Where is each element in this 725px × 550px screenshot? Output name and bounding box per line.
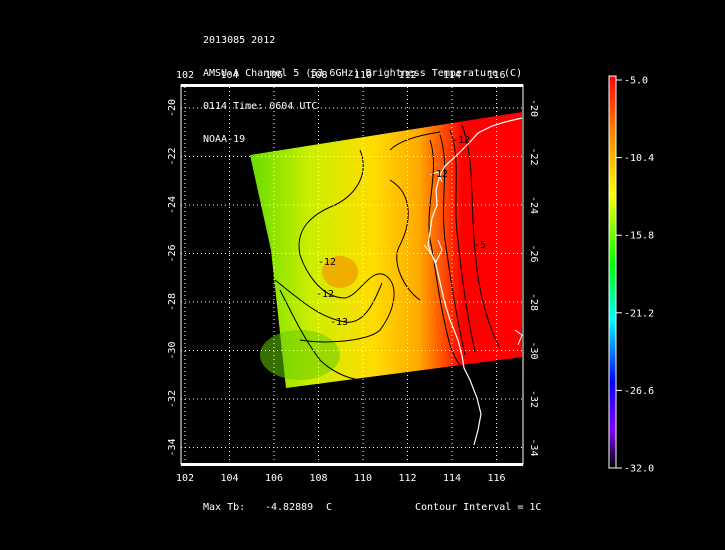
colorbar-label: -32.0	[624, 464, 654, 475]
x-tick-label-bottom: 104	[220, 473, 238, 484]
x-tick-label-bottom: 108	[309, 473, 327, 484]
x-tick-label-top: 104	[220, 70, 238, 81]
x-tick-label-top: 102	[176, 70, 194, 81]
y-tick-label-left: -24	[167, 196, 178, 214]
footer-max-label: Max Tb:	[203, 502, 246, 513]
contour-lines	[274, 124, 501, 381]
header-time: 0114 Time: 0604 UTC	[203, 101, 318, 112]
y-tick-label-left: -34	[167, 438, 178, 456]
warm-anomaly	[322, 256, 358, 288]
coastline	[427, 117, 523, 446]
colorbar-label: -15.8	[624, 231, 654, 242]
map-border-top	[181, 84, 523, 87]
y-tick-label-left: -28	[167, 293, 178, 311]
y-tick-label-left: -26	[167, 244, 178, 262]
graticule	[181, 87, 523, 463]
x-tick-label-top: 114	[443, 70, 461, 81]
x-tick-label-top: 106	[265, 70, 283, 81]
contour-label: -5	[474, 240, 486, 251]
y-tick-label-left: -20	[167, 99, 178, 117]
y-tick-label-right: -32	[528, 390, 539, 408]
contour-label: -13	[330, 317, 348, 328]
x-tick-label-top: 110	[354, 70, 372, 81]
coastline-inland	[423, 171, 523, 346]
colorbar-label: -26.6	[624, 386, 654, 397]
x-tick-label-bottom: 110	[354, 473, 372, 484]
x-tick-label-bottom: 116	[487, 473, 505, 484]
x-tick-label-bottom: 106	[265, 473, 283, 484]
x-tick-label-bottom: 114	[443, 473, 461, 484]
y-tick-label-right: -20	[528, 99, 539, 117]
footer-max-unit: C	[326, 502, 333, 513]
contour-labels: -12 -12 -12 -12 -13 -5	[316, 135, 486, 328]
contour-label: -12	[316, 289, 334, 300]
colorbar	[608, 75, 617, 469]
y-tick-label-right: -30	[528, 341, 539, 359]
x-tick-label-top: 108	[309, 70, 327, 81]
header-date: 2013085 2012	[203, 35, 276, 46]
colorbar-label: -10.4	[624, 153, 654, 164]
contour-label: -12	[318, 257, 336, 268]
y-tick-label-right: -24	[528, 196, 539, 214]
x-tick-label-bottom: 112	[398, 473, 416, 484]
y-tick-label-left: -22	[167, 147, 178, 165]
footer-max-value: -4.82889	[265, 502, 314, 513]
header-title: 2013085 2012 AMSU-A Channel 5 (53.6GHz) …	[203, 13, 522, 156]
cool-anomaly-south	[260, 330, 340, 380]
contour-label: -12	[430, 169, 448, 180]
colorbar-labels: -5.0 -10.4 -15.8 -21.2 -26.6 -32.0	[616, 76, 654, 475]
footer-contour-interval: Contour Interval = 1C	[415, 502, 542, 513]
map-border-bottom	[181, 463, 523, 466]
y-tick-label-left: -30	[167, 341, 178, 359]
y-tick-label-right: -22	[528, 147, 539, 165]
y-tick-label-left: -32	[167, 390, 178, 408]
x-tick-label-top: 116	[487, 70, 505, 81]
y-tick-label-right: -34	[528, 438, 539, 456]
contour-label: -12	[452, 135, 470, 146]
x-tick-label-top: 112	[398, 70, 416, 81]
y-tick-label-right: -28	[528, 293, 539, 311]
colorbar-label: -21.2	[624, 308, 654, 319]
colorbar-label: -5.0	[624, 76, 648, 87]
tick-labels: 102 102 104 104 106 106 108 108 110 110 112 112 114 1…	[167, 70, 539, 484]
y-tick-label-right: -26	[528, 244, 539, 262]
header-product: AMSU-A Channel 5 (53.6GHz) Brightness Te…	[203, 68, 523, 79]
header-satellite: NOAA-19	[203, 134, 246, 145]
x-tick-label-bottom: 102	[176, 473, 194, 484]
